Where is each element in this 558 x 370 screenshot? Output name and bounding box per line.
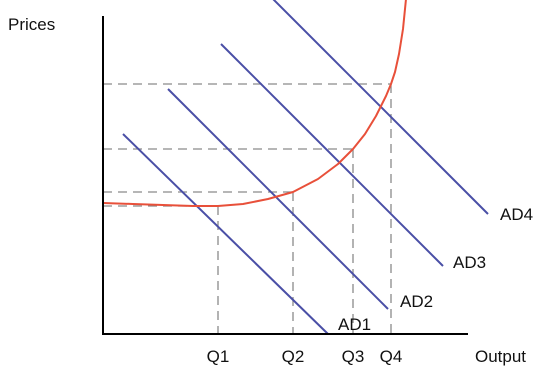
supply-curve [102,0,407,207]
label-ad4: AD4 [500,205,533,224]
label-ad3: AD3 [453,253,486,272]
demand-curve-labels: AD1 AD2 AD3 AD4 [338,205,533,334]
demand-curves [122,0,489,335]
demand-curve-ad1 [122,133,329,335]
label-ad1: AD1 [338,315,371,334]
tick-label-q4: Q4 [380,347,403,366]
supply-curve-group [102,0,407,207]
x-tick-labels: Q1 Q2 Q3 Q4 [207,347,403,366]
tick-label-q1: Q1 [207,347,230,366]
demand-curve-ad4 [272,0,489,215]
tick-label-q3: Q3 [342,347,365,366]
axes [102,16,468,335]
x-axis-label: Output [475,347,526,366]
guide-lines [103,83,392,334]
tick-label-q2: Q2 [282,347,305,366]
label-ad2: AD2 [400,292,433,311]
y-axis-label: Prices [8,15,55,34]
demand-curve-ad2 [167,88,389,310]
demand-curve-ad3 [220,43,444,267]
